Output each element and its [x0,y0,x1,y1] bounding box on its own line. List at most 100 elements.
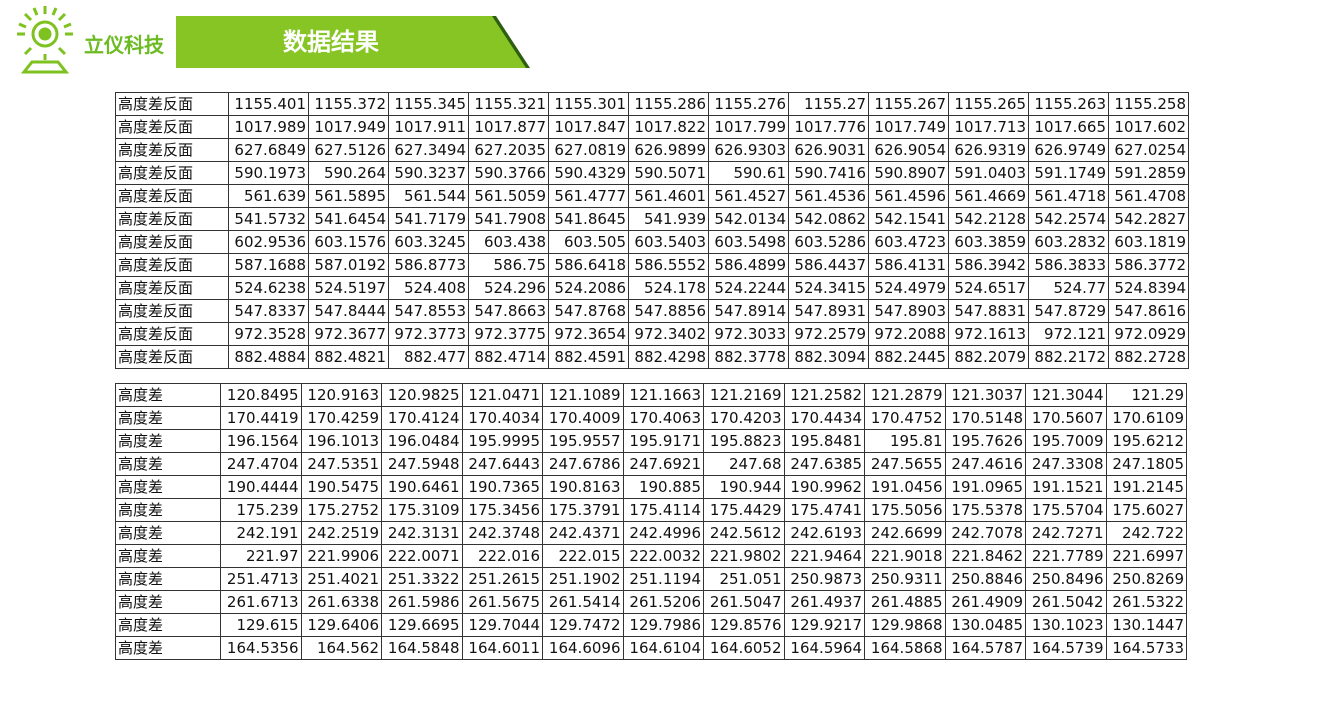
value-cell: 590.264 [308,161,389,185]
value-cell: 561.4669 [948,184,1029,208]
value-cell: 882.4591 [548,345,629,369]
value-cell: 195.81 [864,429,946,453]
value-cell: 247.6786 [542,452,624,476]
value-cell: 882.3778 [708,345,789,369]
value-cell: 129.6695 [381,613,463,637]
value-cell: 221.6997 [1105,544,1187,568]
value-cell: 603.1576 [308,230,389,254]
value-cell: 164.5733 [1105,636,1187,660]
value-cell: 175.5704 [1025,498,1107,522]
value-cell: 882.2079 [948,345,1029,369]
value-cell: 1017.602 [1108,115,1189,139]
value-cell: 175.2752 [300,498,382,522]
value-cell: 603.3245 [388,230,469,254]
value-cell: 191.0965 [944,475,1026,499]
table-row: 高度差反面 1155.401 1155.372 1155.345 1155.321 115… [115,92,1189,116]
value-cell: 129.8576 [703,613,785,637]
value-cell: 561.4718 [1028,184,1109,208]
data-table: 高度差反面 1155.401 1155.372 1155.345 1155.321 115… [115,92,1189,369]
value-cell: 222.0032 [622,544,704,568]
value-cell: 1155.267 [868,92,949,116]
row-label: 高度差 [115,613,221,637]
table-row: 高度差反面 1017.989 1017.949 1017.911 1017.877 101… [115,115,1189,139]
value-cell: 164.6104 [622,636,704,660]
value-cell: 547.8931 [788,299,869,323]
value-cell: 221.9464 [783,544,865,568]
value-cell: 626.9899 [628,138,709,162]
value-cell: 586.3942 [948,253,1029,277]
value-cell: 247.3308 [1025,452,1107,476]
table-row: 高度差反面 590.1973 590.264 590.3237 590.3766 590.… [115,161,1189,185]
value-cell: 603.438 [468,230,549,254]
table-row: 高度差 196.1564 196.1013 196.0484 195.9995 195.9… [115,429,1187,453]
value-cell: 170.4419 [220,406,302,430]
value-cell: 247.4616 [944,452,1026,476]
value-cell: 1017.989 [228,115,309,139]
value-cell: 561.4596 [868,184,949,208]
value-cell: 603.5498 [708,230,789,254]
row-label: 高度差反面 [115,322,229,346]
value-cell: 972.1613 [948,322,1029,346]
value-cell: 170.4259 [300,406,382,430]
value-cell: 242.6193 [783,521,865,545]
value-cell: 524.296 [468,276,549,300]
value-cell: 175.3791 [542,498,624,522]
value-cell: 972.3402 [628,322,709,346]
value-cell: 627.3494 [388,138,469,162]
value-cell: 882.2728 [1108,345,1189,369]
value-cell: 129.6406 [300,613,382,637]
value-cell: 586.6418 [548,253,629,277]
value-cell: 195.8481 [783,429,865,453]
value-cell: 190.6461 [381,475,463,499]
row-label: 高度差 [115,452,221,476]
table-row: 高度差反面 602.9536 603.1576 603.3245 603.438 603.… [115,230,1189,254]
value-cell: 547.8663 [468,299,549,323]
value-cell: 170.4203 [703,406,785,430]
value-cell: 251.1194 [622,567,704,591]
value-cell: 603.3859 [948,230,1029,254]
value-cell: 626.9319 [948,138,1029,162]
value-cell: 1155.401 [228,92,309,116]
value-cell: 164.5787 [944,636,1026,660]
value-cell: 195.8823 [703,429,785,453]
value-cell: 561.4777 [548,184,629,208]
value-cell: 541.939 [628,207,709,231]
table-row: 高度差 175.239 175.2752 175.3109 175.3456 175.37… [115,498,1187,522]
value-cell: 626.9054 [868,138,949,162]
value-cell: 261.4937 [783,590,865,614]
table-row: 高度差 221.97 221.9906 222.0071 222.016 222.015 2… [115,544,1187,568]
value-cell: 175.239 [220,498,302,522]
value-cell: 247.5655 [864,452,946,476]
value-cell: 547.8616 [1108,299,1189,323]
value-cell: 1017.749 [868,115,949,139]
page-title: 数据结果 [283,28,379,56]
data-table: 高度差 120.8495 120.9163 120.9825 121.0471 121.1… [115,383,1187,660]
value-cell: 261.5675 [461,590,543,614]
value-cell: 196.1013 [300,429,382,453]
value-cell: 1155.321 [468,92,549,116]
value-cell: 972.2088 [868,322,949,346]
value-cell: 882.4821 [308,345,389,369]
value-cell: 250.8496 [1025,567,1107,591]
value-cell: 129.9868 [864,613,946,637]
value-cell: 195.7626 [944,429,1026,453]
value-cell: 129.7044 [461,613,543,637]
value-cell: 175.4429 [703,498,785,522]
value-cell: 164.5356 [220,636,302,660]
value-cell: 603.1819 [1108,230,1189,254]
value-cell: 250.9311 [864,567,946,591]
table-row: 高度差反面 524.6238 524.5197 524.408 524.296 524.2… [115,276,1189,300]
value-cell: 164.6011 [461,636,543,660]
table-row: 高度差 247.4704 247.5351 247.5948 247.6443 247.6… [115,452,1187,476]
value-cell: 1155.301 [548,92,629,116]
value-cell: 541.6454 [308,207,389,231]
value-cell: 590.4329 [548,161,629,185]
value-cell: 190.885 [622,475,704,499]
value-cell: 972.2579 [788,322,869,346]
value-cell: 561.544 [388,184,469,208]
value-cell: 221.9018 [864,544,946,568]
value-cell: 972.0929 [1108,322,1189,346]
table-row: 高度差 251.4713 251.4021 251.3322 251.2615 251.1… [115,567,1187,591]
value-cell: 242.7271 [1025,521,1107,545]
value-cell: 882.4714 [468,345,549,369]
